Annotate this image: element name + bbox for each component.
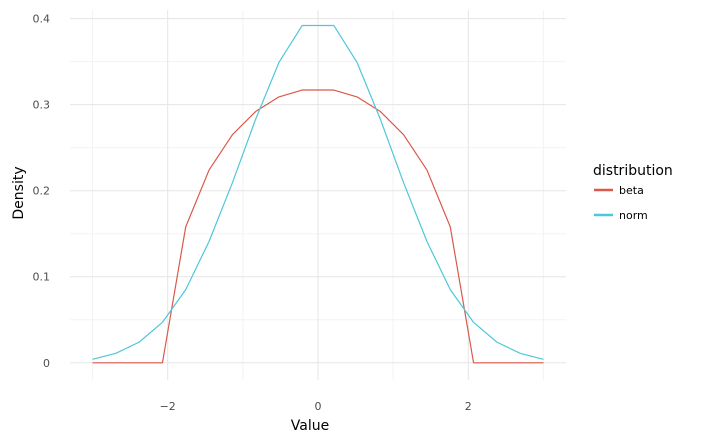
y-tick-label: 0.3: [33, 99, 51, 112]
legend: distribution beta norm: [593, 163, 673, 222]
legend-label-beta: beta: [619, 184, 644, 197]
legend-title: distribution: [593, 163, 673, 179]
y-tick-label: 0.2: [33, 185, 51, 198]
grid: [70, 10, 566, 380]
x-tick-label: 2: [465, 400, 472, 413]
y-tick-label: 0.1: [33, 271, 51, 284]
tick-labels: −2 0 2 0 0.1 0.2 0.3 0.4: [33, 13, 472, 413]
x-tick-label: −2: [160, 400, 176, 413]
y-tick-label: 0: [43, 357, 50, 370]
legend-label-norm: norm: [619, 209, 648, 222]
x-tick-label: 0: [315, 400, 322, 413]
series-lines: [92, 24, 544, 364]
x-axis-title: Value: [291, 418, 329, 434]
series-line-beta: [92, 89, 544, 364]
y-axis-title: Density: [11, 166, 27, 219]
series-line-norm: [92, 24, 544, 360]
y-tick-label: 0.4: [33, 13, 51, 26]
